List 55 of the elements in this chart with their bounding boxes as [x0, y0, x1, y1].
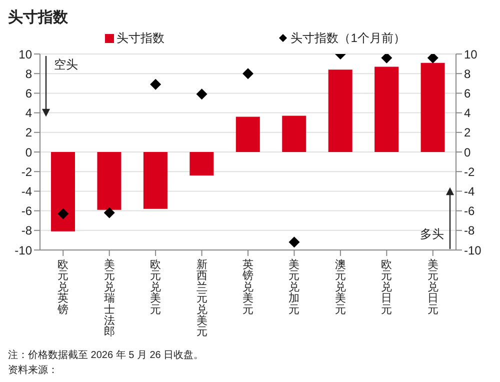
y-tick-label: 10 — [18, 47, 32, 62]
bar — [190, 152, 214, 176]
bar — [236, 116, 260, 152]
point — [150, 78, 162, 90]
y2-tick-label: -6 — [464, 204, 475, 218]
x-tick-label: 欧元兑英镑 — [56, 259, 69, 316]
y-tick-label: 0 — [25, 145, 32, 160]
bar — [420, 62, 445, 152]
y2-tick-label: 4 — [464, 106, 471, 120]
bar — [143, 152, 168, 209]
y-tick-label: 8 — [25, 66, 32, 81]
y-tick-label: -8 — [21, 224, 32, 238]
y-tick-label: -4 — [21, 184, 32, 198]
x-tick-label: 美元兑日元 — [427, 258, 438, 316]
y-tick-label: 4 — [25, 106, 32, 120]
y2-tick-label: 6 — [464, 86, 471, 100]
bar — [51, 152, 75, 232]
x-tick-label: 澳元兑美元 — [334, 259, 346, 316]
y2-tick-label: 0 — [464, 145, 471, 160]
point — [196, 88, 208, 100]
x-tick-label: 新西兰元兑美元 — [196, 258, 208, 338]
bar — [282, 116, 306, 152]
text: 资料来源： — [8, 364, 59, 377]
y2-tick-label: -4 — [464, 184, 475, 198]
y-tick-label: -6 — [21, 204, 32, 218]
point — [58, 208, 69, 220]
bar — [328, 70, 352, 152]
x-tick-label: 欧元兑日元 — [381, 259, 392, 316]
legend-label: 头寸指数（1个月前） — [290, 30, 406, 46]
y-tick-label: -10 — [14, 243, 32, 258]
x-tick-label: 美元兑加元 — [288, 258, 300, 316]
x-tick-label: 欧元兑美元 — [150, 259, 162, 316]
y-tick-label: 6 — [25, 86, 32, 100]
annotation: 空头 — [54, 58, 78, 72]
y2-tick-label: -8 — [464, 224, 475, 238]
chart-title: 头寸指数 — [8, 8, 69, 28]
x-tick-label: 美元兑瑞士法郎 — [104, 258, 115, 338]
y2-tick-label: 8 — [464, 66, 471, 81]
point — [242, 68, 254, 80]
y2-tick-label: 2 — [464, 126, 471, 140]
bar — [97, 152, 122, 210]
point — [427, 54, 438, 64]
y2-tick-label: -2 — [464, 164, 475, 179]
point — [104, 207, 115, 218]
annotation: 多头 — [420, 227, 444, 242]
y2-tick-label: 10 — [464, 47, 478, 62]
y2-tick-label: -10 — [464, 243, 482, 258]
point — [288, 236, 300, 248]
legend-label: 头寸指数 — [116, 30, 165, 46]
bar — [374, 66, 399, 152]
x-tick-label: 英镑兑美元 — [242, 258, 254, 316]
point — [381, 54, 392, 64]
y-tick-label: -2 — [21, 164, 32, 179]
y-tick-label: 2 — [25, 126, 32, 140]
text: 注：价格数据截至 2026 年 5 月 26 日收盘。 — [8, 348, 205, 362]
